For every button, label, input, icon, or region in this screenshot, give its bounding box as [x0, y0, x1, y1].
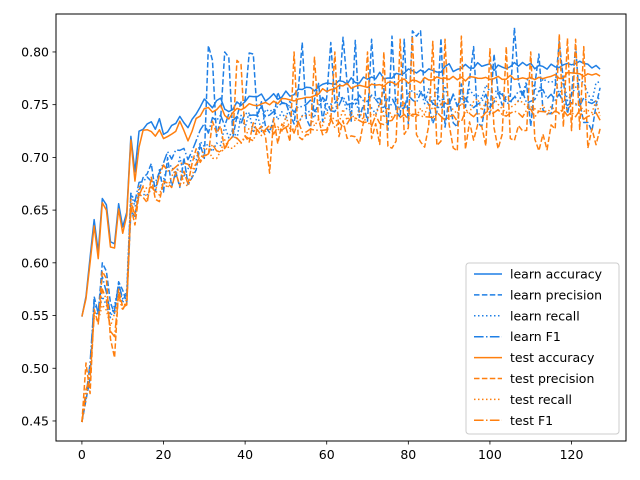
legend: learn accuracy learn precision learn recal…	[465, 262, 620, 435]
legend-box	[465, 262, 620, 435]
y-tick-label: 0.60	[21, 255, 49, 270]
y-tick-label: 0.45	[21, 413, 49, 428]
series-line-4	[81, 71, 601, 317]
x-tick-label: 40	[237, 447, 253, 462]
legend-label: learn recall	[510, 308, 580, 323]
series-line-7	[81, 108, 601, 423]
legend-label: learn precision	[510, 287, 602, 302]
series-line-1	[81, 26, 601, 423]
y-tick-label: 0.80	[21, 44, 49, 59]
legend-label: test recall	[510, 392, 572, 407]
legend-label: learn F1	[510, 329, 561, 344]
series-line-3	[81, 88, 601, 423]
y-tick-label: 0.75	[21, 97, 49, 112]
x-tick-label: 120	[560, 447, 584, 462]
y-tick-label: 0.65	[21, 203, 49, 218]
x-tick-label: 0	[78, 447, 86, 462]
legend-label: test F1	[510, 413, 553, 428]
legend-label: learn accuracy	[510, 267, 603, 282]
x-tick-label: 60	[319, 447, 335, 462]
y-tick-label: 0.50	[21, 361, 49, 376]
series-line-5	[81, 33, 601, 423]
y-tick-label: 0.70	[21, 150, 49, 165]
series-line-0	[81, 60, 601, 317]
x-tick-label: 20	[156, 447, 172, 462]
legend-label: test precision	[510, 371, 594, 386]
series-line-2	[81, 77, 601, 423]
legend-label: test accuracy	[510, 350, 595, 365]
y-tick-label: 0.55	[21, 308, 49, 323]
x-tick-label: 80	[400, 447, 416, 462]
x-axis: 0 20 40 60 80 100 120	[78, 441, 584, 462]
series-layer	[81, 26, 601, 423]
x-tick-label: 100	[478, 447, 502, 462]
plot-frame	[55, 13, 627, 442]
series-line-6	[81, 97, 601, 423]
y-axis: 0.45 0.50 0.55 0.60 0.65 0.70 0.75 0.80	[21, 44, 56, 428]
